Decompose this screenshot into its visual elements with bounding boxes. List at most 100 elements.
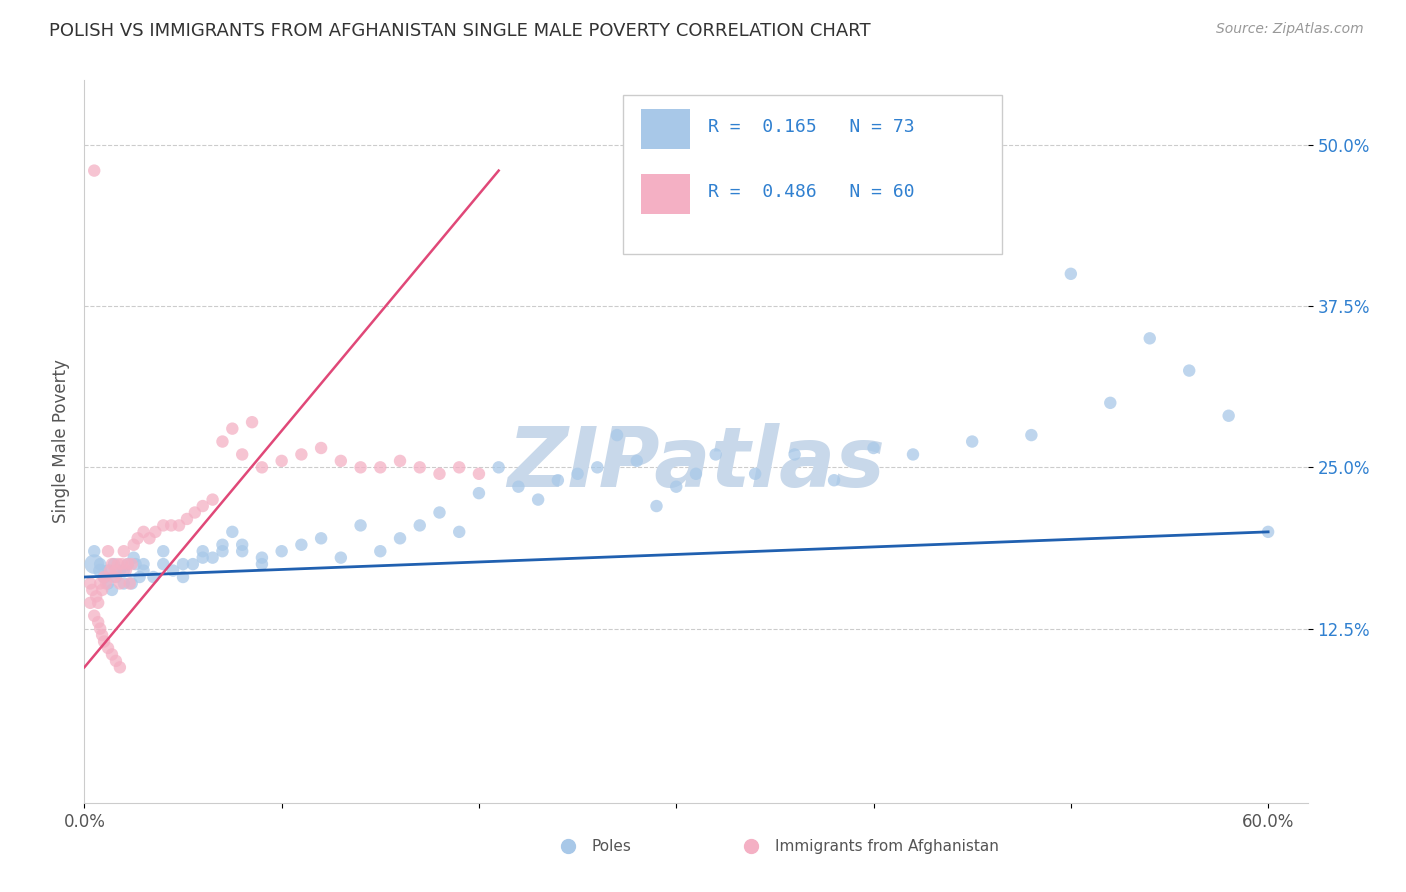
Point	[823, 473, 845, 487]
Point	[290, 447, 312, 461]
Point	[176, 512, 198, 526]
Point	[527, 492, 550, 507]
Point	[201, 492, 224, 507]
Y-axis label: Single Male Poverty: Single Male Poverty	[52, 359, 70, 524]
Point	[349, 460, 371, 475]
Point	[93, 634, 115, 648]
Point	[97, 544, 120, 558]
Point	[112, 576, 135, 591]
Point	[138, 531, 160, 545]
Point	[152, 518, 174, 533]
Point	[87, 596, 110, 610]
Point	[167, 518, 190, 533]
Point	[685, 467, 707, 481]
Point	[94, 576, 117, 591]
Point	[152, 557, 174, 571]
Point	[107, 557, 129, 571]
Point	[132, 524, 155, 539]
Point	[329, 454, 352, 468]
Point	[162, 564, 184, 578]
Text: Source: ZipAtlas.com: Source: ZipAtlas.com	[1216, 22, 1364, 37]
Point	[201, 550, 224, 565]
Point	[89, 576, 111, 591]
Point	[83, 557, 105, 571]
Point	[508, 480, 530, 494]
Point	[184, 506, 207, 520]
Point	[82, 582, 104, 597]
Point	[84, 590, 107, 604]
Point	[270, 544, 292, 558]
Point	[1149, 860, 1171, 874]
Point	[111, 557, 134, 571]
Point	[98, 564, 121, 578]
Point	[409, 460, 432, 475]
Point	[172, 570, 194, 584]
Point	[91, 628, 114, 642]
Text: POLISH VS IMMIGRANTS FROM AFGHANISTAN SINGLE MALE POVERTY CORRELATION CHART: POLISH VS IMMIGRANTS FROM AFGHANISTAN SI…	[49, 22, 870, 40]
Point	[104, 564, 127, 578]
Point	[852, 860, 875, 874]
Point	[250, 557, 273, 571]
Point	[87, 615, 110, 630]
Point	[191, 544, 214, 558]
Point	[83, 608, 105, 623]
Point	[114, 564, 136, 578]
Point	[368, 544, 391, 558]
Point	[309, 441, 332, 455]
Point	[91, 582, 114, 597]
Point	[101, 582, 124, 597]
Point	[240, 415, 263, 429]
Point	[586, 460, 609, 475]
Point	[152, 544, 174, 558]
Point	[449, 460, 471, 475]
Point	[1139, 331, 1161, 345]
Point	[468, 467, 491, 481]
Point	[145, 524, 167, 539]
Point	[103, 557, 125, 571]
Point	[89, 557, 111, 571]
Point	[112, 544, 135, 558]
Point	[1060, 267, 1083, 281]
Point	[1021, 428, 1043, 442]
Point	[97, 576, 120, 591]
Point	[122, 550, 145, 565]
Point	[606, 428, 628, 442]
Point	[101, 557, 124, 571]
Point	[665, 480, 688, 494]
Point	[118, 576, 141, 591]
Point	[108, 576, 131, 591]
Text: R =  0.165   N = 73: R = 0.165 N = 73	[709, 119, 915, 136]
Point	[783, 447, 806, 461]
Point	[128, 570, 150, 584]
Point	[112, 564, 135, 578]
Point	[121, 557, 143, 571]
Point	[122, 538, 145, 552]
Point	[645, 499, 668, 513]
Point	[221, 524, 243, 539]
Point	[1178, 363, 1201, 377]
Point	[329, 550, 352, 565]
Point	[93, 570, 115, 584]
Point	[211, 434, 233, 449]
Point	[626, 454, 648, 468]
Point	[101, 648, 124, 662]
Point	[960, 434, 983, 449]
Point	[132, 564, 155, 578]
Point	[79, 596, 101, 610]
Point	[250, 550, 273, 565]
Point	[389, 454, 412, 468]
Point	[181, 557, 204, 571]
Point	[104, 654, 127, 668]
Point	[211, 538, 233, 552]
Point	[231, 538, 253, 552]
Point	[468, 486, 491, 500]
Text: Poles: Poles	[592, 838, 631, 854]
Point	[191, 550, 214, 565]
Point	[132, 557, 155, 571]
Point	[160, 518, 183, 533]
Point	[429, 467, 451, 481]
Point	[97, 564, 120, 578]
Point	[270, 454, 292, 468]
Point	[368, 460, 391, 475]
Point	[83, 163, 105, 178]
